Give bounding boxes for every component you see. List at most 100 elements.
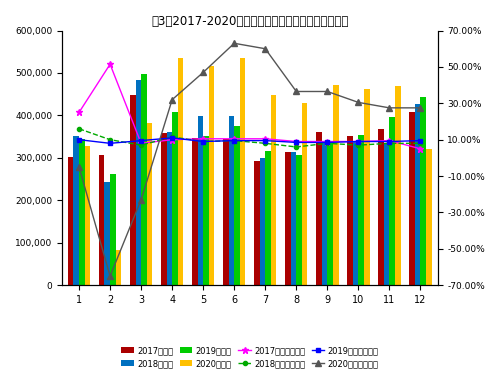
Bar <box>316 132 322 285</box>
2018年同比增长率 <box>107 138 113 142</box>
Bar <box>426 148 432 285</box>
Bar <box>260 158 266 285</box>
2020年同比增长率 <box>294 89 300 94</box>
Bar <box>172 112 178 285</box>
2020年同比增长率 <box>386 106 392 110</box>
2017年同比增长率 <box>324 139 330 144</box>
Bar <box>178 58 184 285</box>
2019年同比增长率 <box>418 138 424 143</box>
Bar <box>266 151 271 285</box>
Bar <box>104 182 110 285</box>
Bar <box>254 161 260 285</box>
2020年同比增长率 <box>76 165 82 169</box>
2018年同比增长率 <box>231 138 237 143</box>
2019年同比增长率 <box>324 140 330 145</box>
Bar <box>271 96 276 285</box>
Legend: 2017年销量, 2018年销量, 2019年销量, 2020年销量, 2017年同比增长率, 2018年同比增长率, 2019年同比增长率, 2020年同比增: 2017年销量, 2018年销量, 2019年销量, 2020年销量, 2017… <box>118 343 382 372</box>
2020年同比增长率 <box>169 97 175 102</box>
2017年同比增长率 <box>418 147 424 151</box>
Bar <box>192 138 198 285</box>
Line: 2019年同比增长率: 2019年同比增长率 <box>77 136 422 145</box>
2019年同比增长率 <box>76 138 82 142</box>
2020年同比增长率 <box>138 198 144 202</box>
Bar <box>223 139 228 285</box>
2019年同比增长率 <box>356 139 362 144</box>
Line: 2017年同比增长率: 2017年同比增长率 <box>76 61 424 152</box>
2017年同比增长率 <box>200 137 206 141</box>
2017年同比增长率 <box>386 138 392 143</box>
2018年同比增长率 <box>294 145 300 149</box>
Bar <box>302 103 308 285</box>
Bar <box>74 136 79 285</box>
Bar <box>228 116 234 285</box>
Title: 图3：2017-2020年月度商用车销售量及同比变化情况: 图3：2017-2020年月度商用车销售量及同比变化情况 <box>151 15 348 28</box>
2018年同比增长率 <box>262 141 268 145</box>
2018年同比增长率 <box>169 135 175 139</box>
Bar <box>84 146 90 285</box>
Bar <box>116 250 121 285</box>
2019年同比增长率 <box>138 138 144 143</box>
Bar <box>234 126 240 285</box>
2017年同比增长率 <box>294 139 300 144</box>
2017年同比增长率 <box>138 141 144 145</box>
2018年同比增长率 <box>138 143 144 147</box>
2017年同比增长率 <box>107 62 113 67</box>
Bar <box>378 129 384 285</box>
2019年同比增长率 <box>294 140 300 145</box>
Bar <box>240 58 246 285</box>
Bar <box>166 132 172 285</box>
Bar <box>146 123 152 285</box>
2020年同比增长率 <box>231 41 237 45</box>
Bar <box>130 95 136 285</box>
Bar <box>364 89 370 285</box>
2020年同比增长率 <box>324 89 330 94</box>
Bar <box>420 97 426 285</box>
2017年同比增长率 <box>169 138 175 142</box>
Bar <box>353 142 358 285</box>
2017年同比增长率 <box>262 137 268 141</box>
2020年同比增长率 <box>200 70 206 75</box>
Bar <box>136 80 141 285</box>
Line: 2018年同比增长率: 2018年同比增长率 <box>77 127 422 149</box>
Bar <box>68 157 73 285</box>
Bar <box>161 133 166 285</box>
2019年同比增长率 <box>169 136 175 140</box>
Bar <box>358 135 364 285</box>
Bar <box>328 141 333 285</box>
Bar <box>415 103 420 285</box>
Bar <box>290 151 296 285</box>
Bar <box>384 144 390 285</box>
Bar <box>296 155 302 285</box>
2019年同比增长率 <box>231 138 237 143</box>
2020年同比增长率 <box>418 106 424 110</box>
2018年同比增长率 <box>386 141 392 145</box>
2018年同比增长率 <box>76 126 82 131</box>
Bar <box>410 112 415 285</box>
2018年同比增长率 <box>418 141 424 145</box>
2020年同比增长率 <box>107 274 113 278</box>
Bar <box>203 136 209 285</box>
2019年同比增长率 <box>200 139 206 144</box>
2017年同比增长率 <box>356 139 362 144</box>
2019年同比增长率 <box>386 139 392 144</box>
Bar <box>79 139 84 285</box>
Bar <box>110 174 116 285</box>
2018年同比增长率 <box>356 143 362 147</box>
2020年同比增长率 <box>356 100 362 105</box>
2019年同比增长率 <box>262 138 268 143</box>
2017年同比增长率 <box>76 110 82 115</box>
2019年同比增长率 <box>107 141 113 145</box>
Bar <box>141 74 146 285</box>
Bar <box>333 85 338 285</box>
2018年同比增长率 <box>324 141 330 145</box>
2020年同比增长率 <box>262 46 268 51</box>
Bar <box>285 151 290 285</box>
Bar <box>209 66 214 285</box>
Bar <box>99 155 104 285</box>
Line: 2020年同比增长率: 2020年同比增长率 <box>76 41 423 279</box>
Bar <box>198 116 203 285</box>
2017年同比增长率 <box>231 137 237 141</box>
2018年同比增长率 <box>200 139 206 144</box>
Bar <box>395 86 400 285</box>
Bar <box>347 136 353 285</box>
